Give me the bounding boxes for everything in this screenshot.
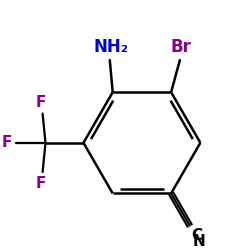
- Text: F: F: [36, 95, 46, 110]
- Text: NH₂: NH₂: [94, 38, 129, 56]
- Text: Br: Br: [171, 38, 192, 56]
- Text: C: C: [191, 228, 202, 243]
- Text: F: F: [36, 176, 46, 190]
- Text: F: F: [2, 135, 12, 150]
- Text: N: N: [192, 234, 205, 249]
